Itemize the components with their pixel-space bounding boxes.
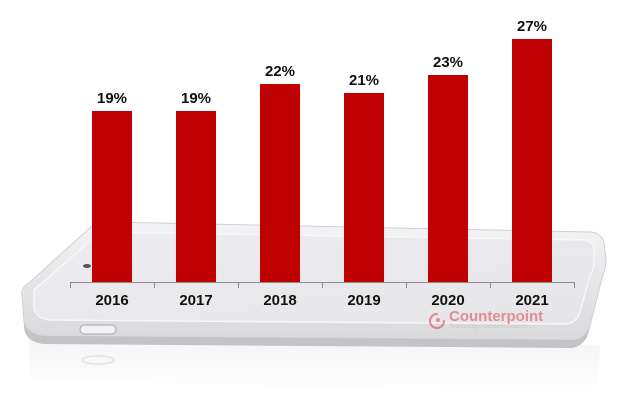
bar-2021 <box>512 39 552 282</box>
value-label: 19% <box>180 90 212 107</box>
value-label: 27% <box>516 18 548 35</box>
x-axis-tick <box>322 282 323 288</box>
category-label: 2017 <box>179 292 213 309</box>
bar-2017 <box>176 111 216 282</box>
bar-2018 <box>260 84 300 282</box>
value-label: 21% <box>348 72 380 89</box>
x-axis-tick <box>490 282 491 288</box>
x-axis-tick <box>154 282 155 288</box>
bar-2020 <box>428 75 468 282</box>
category-label: 2016 <box>95 292 129 309</box>
bar-2016 <box>92 111 132 282</box>
category-label: 2021 <box>515 292 549 309</box>
bar-2019 <box>344 93 384 282</box>
x-axis-tick <box>238 282 239 288</box>
brand-tagline: Technology Market Research <box>449 324 527 330</box>
category-label: 2018 <box>263 292 297 309</box>
category-label: 2019 <box>347 292 381 309</box>
x-axis-tick <box>70 282 71 288</box>
category-label: 2020 <box>431 292 465 309</box>
value-label: 19% <box>96 90 128 107</box>
brand-name: Counterpoint <box>449 308 544 325</box>
value-label: 22% <box>264 63 296 80</box>
counterpoint-logo: Counterpoint Technology Market Research <box>428 308 544 331</box>
counterpoint-logo-icon <box>428 312 446 329</box>
x-axis-tick <box>406 282 407 288</box>
value-label: 23% <box>432 54 464 71</box>
x-axis-tick <box>574 282 575 288</box>
